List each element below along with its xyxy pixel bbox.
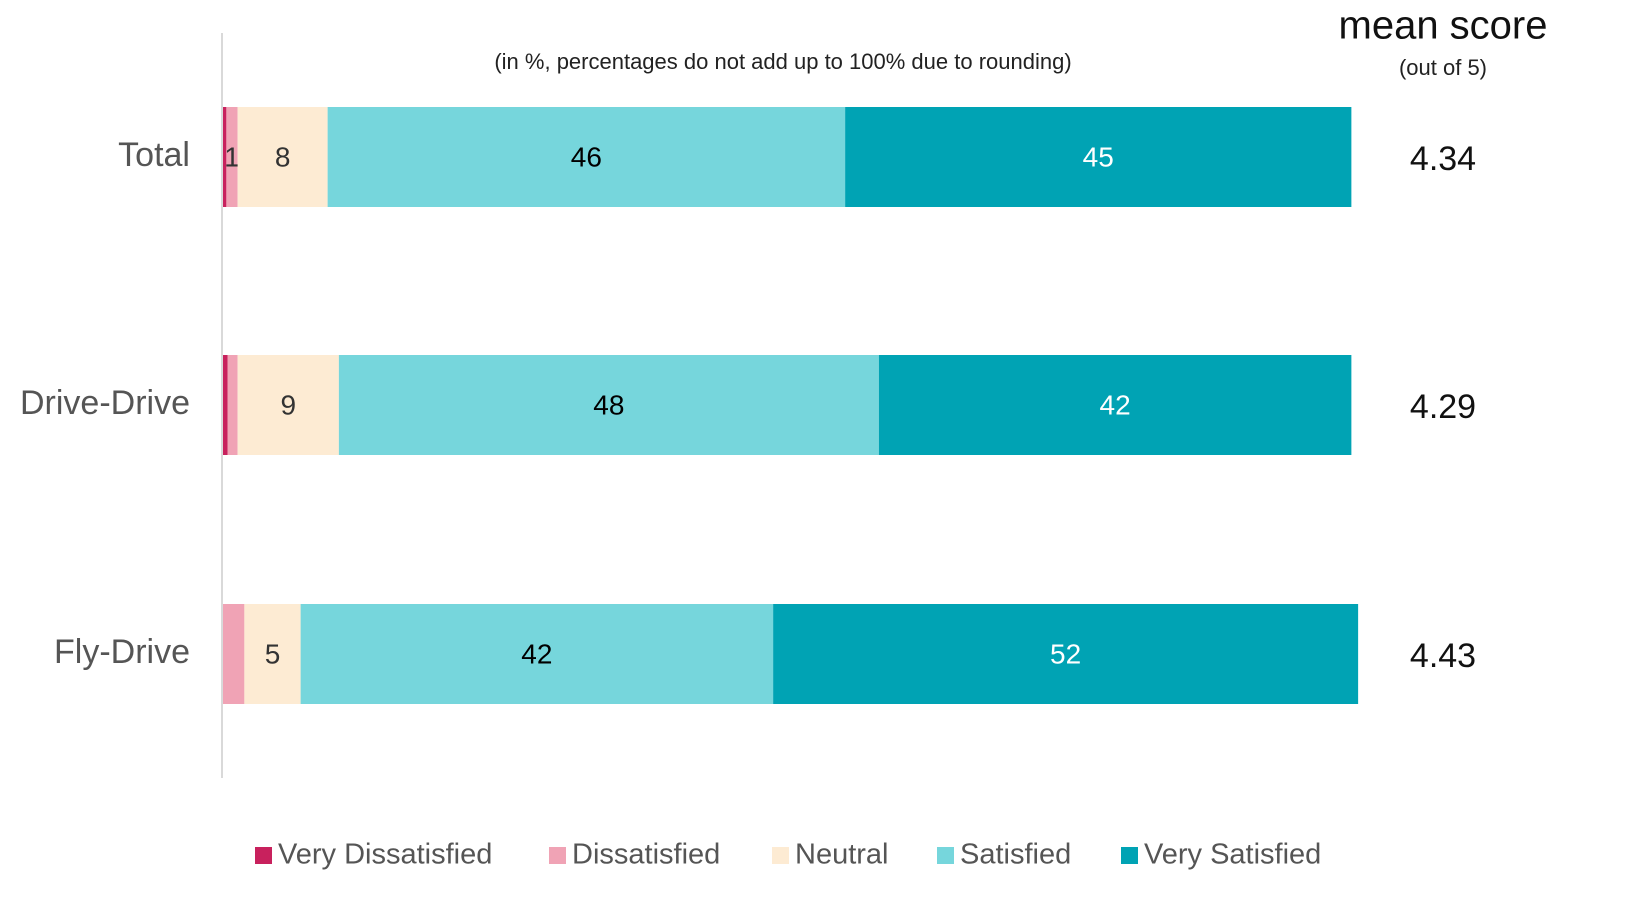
bar-segment xyxy=(237,355,339,455)
value-label: 42 xyxy=(521,638,552,669)
category-label: Drive-Drive xyxy=(20,384,190,422)
bar-segment xyxy=(327,107,846,207)
bar-segment xyxy=(878,355,1352,455)
bar-segment xyxy=(223,604,245,704)
legend-label: Very Dissatisfied xyxy=(278,839,492,871)
value-label: 9 xyxy=(280,389,296,420)
bar-segment xyxy=(227,355,238,455)
legend-label: Satisfied xyxy=(960,839,1071,871)
legend-label: Neutral xyxy=(795,839,889,871)
value-label: 5 xyxy=(265,638,281,669)
legend-swatch xyxy=(255,847,272,864)
mean-score: 4.43 xyxy=(1410,637,1476,675)
legend-label: Dissatisfied xyxy=(572,839,720,871)
mean-subtitle: (out of 5) xyxy=(1399,55,1487,80)
bar-segment xyxy=(226,107,238,207)
subtitle: (in %, percentages do not add up to 100%… xyxy=(494,49,1071,74)
value-label: 1 xyxy=(224,141,240,172)
bar-segment xyxy=(845,107,1352,207)
mean-score: 4.29 xyxy=(1410,388,1476,426)
mean-score: 4.34 xyxy=(1410,140,1476,178)
value-label: 48 xyxy=(593,389,624,420)
category-label: Fly-Drive xyxy=(54,633,190,671)
value-label: 42 xyxy=(1100,389,1131,420)
bar-segment xyxy=(773,604,1359,704)
bar-segment xyxy=(300,604,774,704)
legend-swatch xyxy=(937,847,954,864)
legend-swatch xyxy=(1121,847,1138,864)
bar-segment xyxy=(244,604,301,704)
value-label: 52 xyxy=(1050,638,1081,669)
mean-title: mean score xyxy=(1339,4,1548,48)
bar-segment xyxy=(223,107,227,207)
legend-swatch xyxy=(772,847,789,864)
bar-segment xyxy=(338,355,879,455)
legend-swatch xyxy=(549,847,566,864)
value-label: 45 xyxy=(1083,141,1114,172)
bar-segment xyxy=(223,355,228,455)
bar-segment xyxy=(237,107,328,207)
value-label: 46 xyxy=(571,141,602,172)
value-label: 8 xyxy=(275,141,291,172)
legend-label: Very Satisfied xyxy=(1144,839,1321,871)
category-label: Total xyxy=(118,136,190,174)
